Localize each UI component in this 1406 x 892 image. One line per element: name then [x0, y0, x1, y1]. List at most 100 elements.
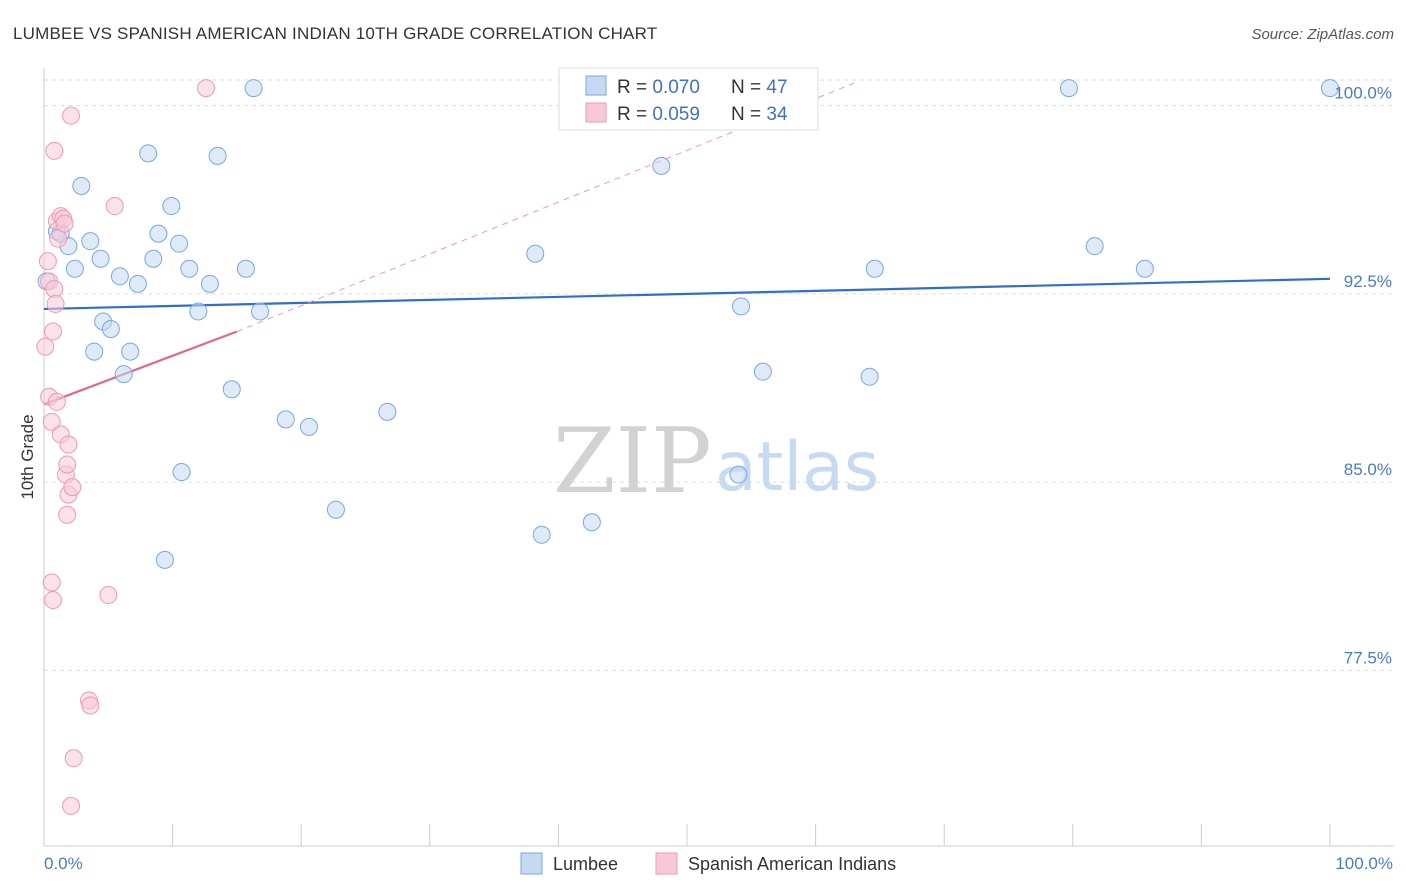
trend-line-1: [43, 330, 238, 406]
point-lumbee-43: [1059, 79, 1078, 98]
point-lumbee-26: [222, 380, 241, 399]
point-spanish-1: [38, 252, 57, 271]
chart-title: LUMBEE VS SPANISH AMERICAN INDIAN 10TH G…: [13, 24, 657, 43]
point-lumbee-29: [251, 302, 270, 321]
point-lumbee-20: [170, 234, 189, 253]
gridlines: [44, 79, 1394, 671]
point-spanish-29: [99, 586, 118, 605]
point-spanish-12: [47, 392, 66, 411]
legend-r-value-lumbee: 0.070: [652, 77, 700, 98]
stats-legend: R = 0.070 N = 47 R = 0.059 N = 34: [558, 67, 819, 131]
point-spanish-6: [44, 322, 63, 341]
point-spanish-25: [63, 478, 82, 497]
point-lumbee-25: [208, 146, 227, 165]
x-tick-label-0: 0.0%: [44, 854, 83, 873]
point-spanish-9: [45, 279, 64, 298]
x-tick-marks: [43, 824, 1331, 846]
legend-n-label-lumbee: N =: [731, 77, 766, 98]
point-lumbee-15: [139, 144, 158, 163]
point-spanish-4: [42, 412, 61, 431]
point-spanish-13: [49, 229, 68, 248]
series-legend-label-spanish: Spanish American Indians: [688, 854, 896, 874]
point-lumbee-19: [162, 197, 181, 216]
y-tick-label-1: 85.0%: [1344, 460, 1392, 479]
point-lumbee-5: [72, 176, 91, 195]
point-lumbee-35: [526, 244, 545, 263]
y-tick-labels: 77.5% 85.0% 92.5% 100.0%: [1334, 84, 1392, 668]
point-lumbee-30: [276, 410, 295, 429]
point-spanish-10: [46, 294, 65, 313]
point-lumbee-45: [1135, 259, 1154, 278]
point-lumbee-21: [172, 463, 191, 482]
point-spanish-24: [62, 106, 81, 125]
point-lumbee-34: [532, 525, 551, 544]
y-axis-label: 10th Grade: [18, 414, 37, 499]
legend-swatch-spanish: [585, 102, 607, 123]
point-spanish-5: [42, 573, 61, 592]
data-points: [36, 79, 1339, 815]
point-spanish-7: [44, 591, 63, 610]
series-legend-label-lumbee: Lumbee: [553, 854, 618, 874]
series-legend: Lumbee Spanish American Indians: [520, 852, 896, 875]
point-spanish-17: [55, 214, 74, 233]
legend-r-label-lumbee: R =: [617, 77, 652, 98]
point-lumbee-13: [121, 342, 140, 361]
point-spanish-19: [58, 455, 77, 474]
x-tick-label-1: 100.0%: [1335, 854, 1393, 873]
point-lumbee-41: [860, 367, 879, 386]
legend-n-value-spanish: 34: [766, 104, 788, 125]
y-tick-label-2: 92.5%: [1344, 272, 1392, 291]
point-lumbee-16: [144, 249, 163, 268]
point-spanish-26: [64, 749, 83, 768]
point-lumbee-44: [1085, 237, 1104, 256]
y-tick-label-0: 77.5%: [1344, 648, 1392, 667]
point-lumbee-14: [128, 274, 147, 293]
point-spanish-0: [36, 337, 55, 356]
point-spanish-28: [81, 696, 100, 715]
svg-text:N = 34: N = 34: [731, 104, 788, 125]
point-lumbee-32: [326, 500, 345, 519]
point-lumbee-11: [110, 267, 129, 286]
point-lumbee-38: [729, 465, 748, 484]
point-lumbee-23: [189, 302, 208, 321]
point-lumbee-31: [299, 417, 318, 436]
point-lumbee-17: [149, 224, 168, 243]
legend-n-value-lumbee: 47: [766, 77, 787, 98]
point-spanish-8: [45, 141, 64, 160]
svg-text:N = 47: N = 47: [731, 77, 788, 98]
point-lumbee-46: [1321, 79, 1339, 98]
point-lumbee-40: [753, 362, 772, 381]
point-lumbee-24: [200, 274, 219, 293]
point-lumbee-22: [180, 259, 199, 278]
point-lumbee-27: [236, 259, 255, 278]
point-lumbee-7: [85, 342, 104, 361]
legend-swatch-lumbee: [585, 75, 607, 96]
point-lumbee-6: [81, 232, 100, 251]
trend-lines: [43, 82, 1331, 406]
point-lumbee-12: [114, 365, 133, 384]
point-lumbee-36: [582, 513, 601, 532]
point-lumbee-37: [652, 156, 671, 175]
y-tick-label-3: 100.0%: [1334, 84, 1392, 103]
point-lumbee-4: [65, 259, 84, 278]
watermark: ZIP atlas: [553, 409, 879, 514]
svg-text:R = 0.059: R = 0.059: [617, 104, 700, 125]
legend-r-value-spanish: 0.059: [652, 104, 700, 125]
point-lumbee-8: [91, 249, 110, 268]
point-lumbee-42: [865, 259, 884, 278]
point-lumbee-33: [378, 402, 397, 421]
point-lumbee-39: [732, 297, 751, 316]
point-spanish-21: [59, 435, 78, 454]
point-lumbee-28: [244, 79, 263, 98]
point-spanish-23: [62, 796, 81, 815]
series-legend-swatch-spanish: [655, 852, 678, 875]
point-spanish-20: [58, 505, 77, 524]
series-legend-swatch-lumbee: [520, 852, 543, 875]
point-spanish-30: [105, 197, 124, 216]
point-lumbee-10: [101, 320, 120, 339]
legend-n-label-spanish: N =: [731, 104, 766, 125]
point-lumbee-18: [155, 550, 174, 569]
x-tick-labels: 0.0% 100.0%: [44, 854, 1393, 873]
legend-r-label-spanish: R =: [617, 104, 652, 125]
